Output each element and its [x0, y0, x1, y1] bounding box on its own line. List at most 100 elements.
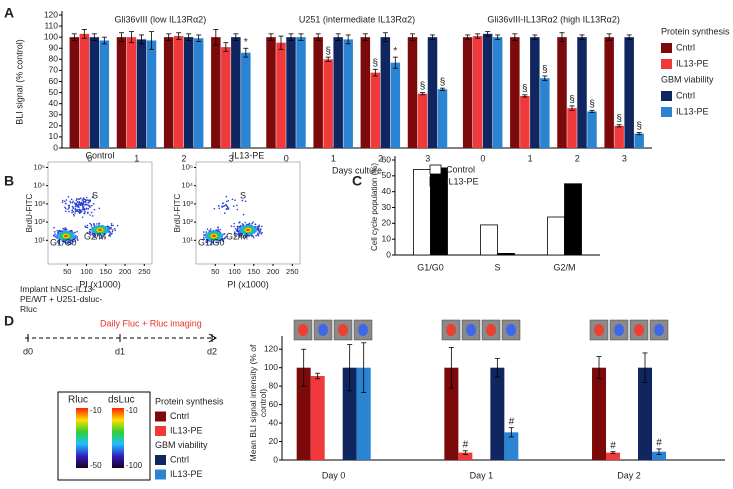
bar: [221, 47, 231, 149]
cell-dot: [62, 227, 64, 230]
y-tick-label: 10²: [34, 217, 45, 226]
x-tick-label: 3: [229, 153, 234, 163]
bar: [231, 37, 241, 148]
cell-dot: [210, 243, 213, 246]
x-tick-label: 1: [331, 153, 336, 163]
y-tick-label: 40: [382, 186, 392, 196]
y-tick-label: 110: [44, 20, 58, 30]
bar: [510, 37, 520, 148]
cell-dot: [225, 203, 227, 206]
bar: [146, 40, 157, 148]
bar: [296, 37, 306, 148]
x-tick-label: Day 0: [322, 470, 346, 480]
legend-swatch: [155, 426, 166, 436]
significance: §: [589, 99, 595, 110]
x-tick-label: 150: [248, 267, 261, 276]
bar: [241, 52, 251, 148]
bar: [360, 37, 371, 148]
cell-dot: [233, 231, 236, 233]
cell-dot: [83, 200, 86, 203]
cell-dot: [74, 210, 77, 212]
bar: [89, 37, 100, 148]
cell-dot: [259, 229, 262, 231]
cell-dot: [235, 229, 238, 232]
cell-dot: [224, 236, 227, 238]
cell-dot: [237, 227, 239, 230]
cell-dot: [258, 225, 261, 228]
cell-dot: [243, 234, 246, 237]
legend-swatch: [429, 176, 442, 187]
y-tick-label: 50: [49, 87, 59, 97]
cell-dot: [98, 207, 101, 210]
cell-dot: [209, 240, 211, 243]
cell-dot: [76, 230, 78, 233]
bar: [624, 37, 634, 148]
x-axis-label: PI (x1000): [79, 279, 121, 289]
cell-dot: [77, 198, 80, 200]
cell-dot: [111, 229, 114, 231]
x-tick-label: 3: [622, 153, 627, 163]
cell-dot: [74, 205, 77, 208]
bar: [567, 108, 577, 148]
cell-dot: [205, 231, 208, 233]
thumbnail-signal: [506, 324, 516, 336]
cell-dot: [68, 210, 70, 213]
cell-dot: [68, 243, 70, 246]
cell-dot: [69, 230, 72, 232]
cell-dot: [64, 228, 67, 231]
cell-dot: [72, 207, 75, 210]
cell-dot: [94, 234, 97, 236]
cell-dot: [90, 223, 92, 226]
x-tick-label: 250: [286, 267, 299, 276]
gate-label: G1/G0: [198, 237, 225, 247]
bar: [564, 183, 582, 256]
cell-dot: [87, 211, 89, 214]
x-tick-label: 200: [267, 267, 280, 276]
cell-dot: [81, 208, 84, 211]
cell-dot: [71, 240, 73, 242]
y-tick-label: 120: [44, 9, 58, 19]
cell-dot: [86, 231, 89, 234]
group-title: Gli36vIII (low IL13Rα2): [114, 14, 206, 24]
y-tick-label: 10⁵: [182, 162, 193, 171]
cell-dot: [91, 215, 94, 217]
bar: [592, 367, 607, 460]
cell-dot: [110, 224, 113, 227]
cell-dot: [99, 237, 102, 239]
cell-dot: [71, 211, 73, 214]
y-tick-label: 100: [44, 31, 58, 41]
cell-dot: [257, 232, 259, 234]
cell-dot: [107, 226, 110, 228]
cell-dot: [88, 205, 90, 208]
y-tick-label: 60: [382, 154, 392, 164]
bar: [296, 367, 311, 460]
cell-dot: [259, 230, 262, 233]
cell-dot: [82, 197, 85, 200]
scale-max: -10: [126, 406, 138, 415]
significance: #: [656, 438, 662, 449]
cell-dot: [245, 235, 248, 237]
bar: [136, 39, 147, 149]
significance: §: [440, 77, 446, 88]
cell-dot: [72, 210, 74, 213]
group-title: U251 (intermediate IL13Rα2): [299, 14, 415, 24]
cell-dot: [78, 209, 81, 212]
y-axis-label: Mean BLI signal intensity (% of control): [248, 344, 268, 462]
significance: #: [463, 439, 469, 450]
cell-dot: [89, 200, 91, 203]
bar: [520, 95, 530, 148]
cell-dot: [82, 202, 84, 205]
cell-dot: [53, 226, 55, 229]
scale-min: -50: [90, 461, 102, 470]
cell-dot: [65, 199, 68, 201]
y-tick-label: 10⁵: [34, 162, 45, 171]
x-tick-label: 50: [63, 267, 71, 276]
cell-dot: [111, 230, 114, 233]
density-core: [98, 228, 102, 232]
cell-dot: [244, 236, 247, 239]
cell-dot: [234, 234, 236, 236]
cell-dot: [84, 208, 86, 211]
cell-dot: [239, 236, 241, 238]
cell-dot: [75, 234, 77, 237]
significance: §: [325, 46, 331, 57]
